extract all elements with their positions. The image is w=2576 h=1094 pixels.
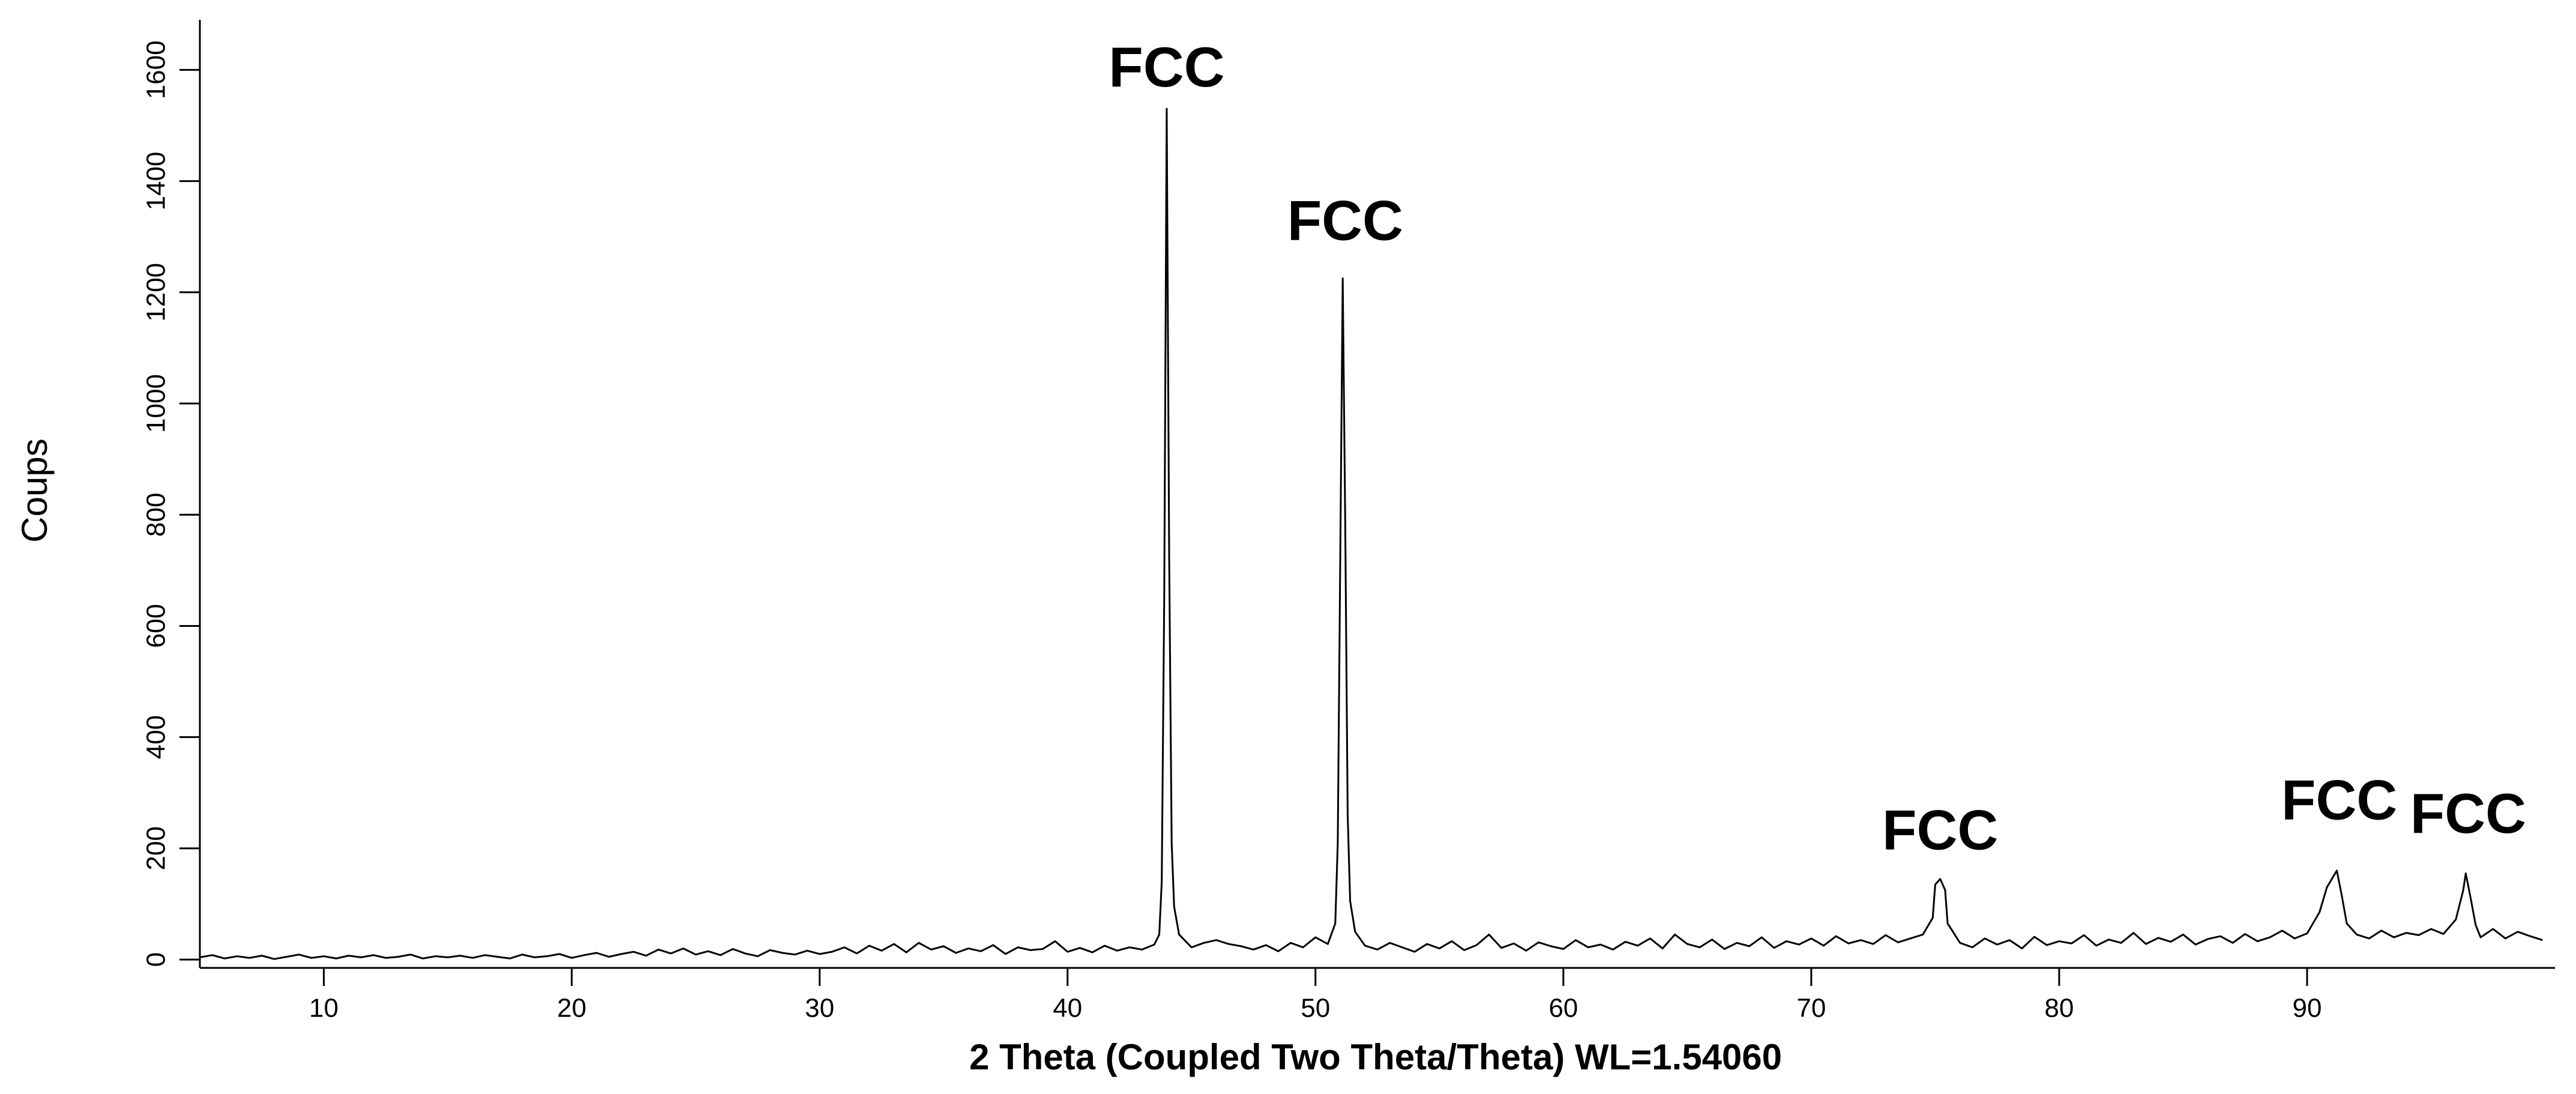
y-tick-label: 1200: [142, 263, 171, 322]
y-tick-label: 800: [142, 493, 171, 537]
peak-annotation: FCC: [1109, 35, 1224, 98]
peak-annotation: FCC: [2410, 782, 2526, 845]
y-tick-label: 200: [142, 826, 171, 870]
peak-annotation: FCC: [1882, 799, 1998, 862]
y-axis-title: Coups: [14, 438, 55, 542]
y-tick-label: 0: [142, 952, 171, 967]
peak-annotation: FCC: [2281, 769, 2397, 832]
x-tick-label: 80: [2044, 994, 2074, 1023]
x-tick-label: 10: [309, 994, 339, 1023]
x-tick-label: 20: [557, 994, 586, 1023]
y-tick-label: 1600: [142, 40, 171, 99]
x-tick-label: 60: [1548, 994, 1578, 1023]
peak-annotation: FCC: [1287, 189, 1403, 252]
y-tick-label: 1400: [142, 152, 171, 211]
x-tick-label: 70: [1796, 994, 1826, 1023]
x-tick-label: 90: [2292, 994, 2322, 1023]
y-tick-label: 600: [142, 604, 171, 648]
y-tick-label: 400: [142, 715, 171, 759]
x-axis-title: 2 Theta (Coupled Two Theta/Theta) WL=1.5…: [969, 1037, 1782, 1077]
data-line: [199, 107, 2543, 960]
x-tick-label: 40: [1053, 994, 1082, 1023]
y-tick-label: 1000: [142, 374, 171, 433]
x-tick-label: 50: [1301, 994, 1330, 1023]
x-tick-label: 30: [805, 994, 834, 1023]
